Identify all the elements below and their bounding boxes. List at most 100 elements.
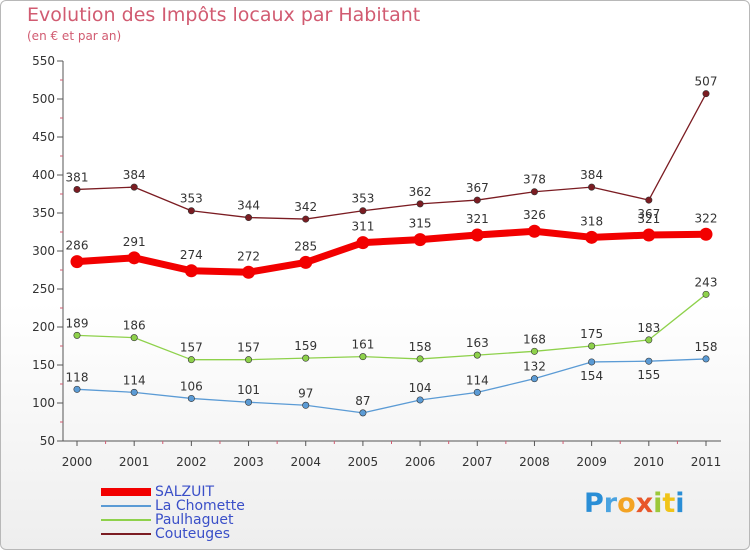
- data-label-salzuit: 291: [123, 235, 146, 249]
- data-label-salzuit: 321: [466, 212, 489, 226]
- data-point-la-chomette: [588, 358, 596, 366]
- legend-item: La Chomette: [101, 499, 245, 513]
- data-label-la-chomette: 114: [123, 373, 146, 387]
- data-label-paulhaguet: 189: [66, 316, 89, 330]
- data-point-paulhaguet: [302, 354, 310, 362]
- data-label-salzuit: 318: [580, 214, 603, 228]
- series-line-salzuit: [73, 227, 710, 276]
- data-point-salzuit: [527, 224, 541, 238]
- data-label-la-chomette: 101: [237, 383, 260, 397]
- x-tick-label: 2001: [119, 455, 150, 469]
- data-label-paulhaguet: 157: [237, 341, 260, 355]
- data-point-la-chomette: [187, 394, 195, 402]
- legend-swatch: [101, 488, 151, 496]
- data-point-paulhaguet: [416, 355, 424, 363]
- data-point-couteuges: [302, 215, 310, 223]
- data-point-paulhaguet: [187, 356, 195, 364]
- data-label-salzuit: 311: [351, 220, 374, 234]
- data-label-la-chomette: 158: [695, 340, 718, 354]
- legend-item: SALZUIT: [101, 485, 245, 499]
- data-label-paulhaguet: 243: [695, 275, 718, 289]
- y-tick-label: 250: [32, 282, 55, 296]
- y-tick-label: 50: [40, 434, 55, 448]
- data-point-salzuit: [184, 264, 198, 278]
- data-label-couteuges: 384: [580, 168, 603, 182]
- proxiti-logo: Proxiti: [584, 488, 685, 519]
- data-point-salzuit: [127, 251, 141, 265]
- data-label-couteuges: 507: [695, 75, 718, 89]
- x-tick-label: 2011: [691, 455, 722, 469]
- data-label-couteuges: 384: [123, 168, 146, 182]
- data-label-la-chomette: 154: [580, 369, 603, 383]
- legend-label: Paulhaguet: [155, 512, 234, 528]
- logo-letter: t: [662, 488, 676, 519]
- data-point-salzuit: [585, 230, 599, 244]
- data-point-paulhaguet: [588, 342, 596, 350]
- logo-letter: o: [617, 488, 636, 519]
- data-point-salzuit: [242, 265, 256, 279]
- data-point-paulhaguet: [530, 347, 538, 355]
- data-label-la-chomette: 132: [523, 360, 546, 374]
- data-label-paulhaguet: 183: [637, 321, 660, 335]
- y-tick-label: 300: [32, 244, 55, 258]
- data-point-la-chomette: [73, 385, 81, 393]
- data-label-salzuit: 272: [237, 249, 260, 263]
- data-label-salzuit: 322: [695, 211, 718, 225]
- data-label-couteuges: 353: [180, 192, 203, 206]
- x-tick-label: 2002: [176, 455, 207, 469]
- x-tick-label: 2010: [634, 455, 665, 469]
- x-tick-label: 2006: [405, 455, 436, 469]
- data-label-couteuges: 378: [523, 173, 546, 187]
- y-tick-label: 500: [32, 92, 55, 106]
- data-point-couteuges: [645, 196, 653, 204]
- x-tick-label: 2000: [62, 455, 93, 469]
- data-label-salzuit: 286: [66, 239, 89, 253]
- data-point-couteuges: [73, 185, 81, 193]
- data-label-la-chomette: 104: [409, 381, 432, 395]
- data-label-la-chomette: 155: [637, 368, 660, 382]
- legend-label: SALZUIT: [155, 484, 215, 500]
- x-tick-label: 2004: [290, 455, 321, 469]
- data-point-salzuit: [299, 255, 313, 269]
- data-point-paulhaguet: [245, 356, 253, 364]
- legend-swatch: [101, 505, 151, 507]
- y-tick-label: 350: [32, 206, 55, 220]
- x-tick-label: 2009: [576, 455, 607, 469]
- x-tick-label: 2007: [462, 455, 493, 469]
- data-label-couteuges: 353: [351, 192, 374, 206]
- data-point-la-chomette: [245, 398, 253, 406]
- data-point-salzuit: [70, 255, 84, 269]
- data-label-paulhaguet: 175: [580, 327, 603, 341]
- data-point-paulhaguet: [73, 331, 81, 339]
- data-label-la-chomette: 114: [466, 373, 489, 387]
- data-label-paulhaguet: 159: [294, 339, 317, 353]
- data-point-paulhaguet: [130, 334, 138, 342]
- data-point-paulhaguet: [473, 351, 481, 359]
- y-tick-label: 550: [32, 54, 55, 68]
- data-point-couteuges: [245, 214, 253, 222]
- data-label-couteuges: 367: [637, 207, 660, 221]
- chart-title: Evolution des Impôts locaux par Habitant: [27, 4, 421, 26]
- legend-swatch: [101, 533, 151, 535]
- y-tick-label: 100: [32, 396, 55, 410]
- data-label-couteuges: 362: [409, 185, 432, 199]
- data-point-la-chomette: [130, 388, 138, 396]
- data-point-paulhaguet: [702, 290, 710, 298]
- data-label-paulhaguet: 157: [180, 341, 203, 355]
- data-label-salzuit: 285: [294, 239, 317, 253]
- data-point-couteuges: [702, 90, 710, 98]
- data-point-couteuges: [416, 200, 424, 208]
- data-point-couteuges: [359, 207, 367, 215]
- data-label-salzuit: 274: [180, 248, 203, 262]
- data-label-paulhaguet: 158: [409, 340, 432, 354]
- data-point-couteuges: [187, 207, 195, 215]
- legend-item: Paulhaguet: [101, 513, 245, 527]
- data-point-paulhaguet: [359, 353, 367, 361]
- data-point-salzuit: [413, 233, 427, 247]
- legend-label: La Chomette: [155, 498, 245, 514]
- logo-letter: i: [675, 488, 685, 519]
- data-point-paulhaguet: [645, 336, 653, 344]
- series-line-la-chomette: [76, 358, 707, 414]
- data-label-couteuges: 342: [294, 200, 317, 214]
- data-label-couteuges: 344: [237, 199, 260, 213]
